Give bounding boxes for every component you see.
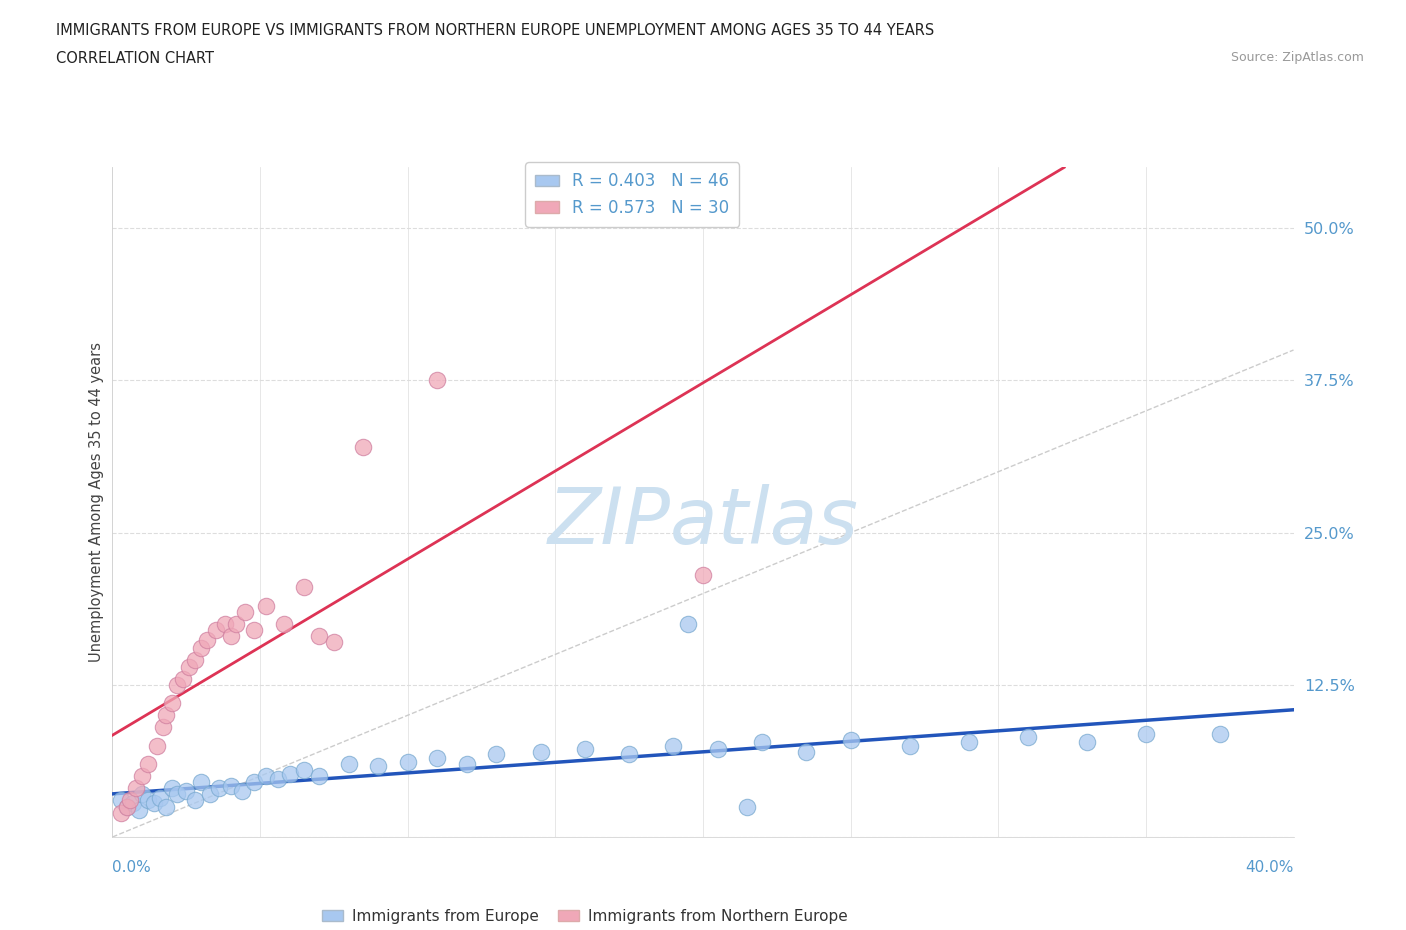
Point — [179, 659, 201, 674]
Point — [1017, 730, 1039, 745]
Point — [190, 775, 212, 790]
Point — [737, 799, 759, 814]
Point — [117, 799, 138, 814]
Point — [308, 629, 330, 644]
Point — [125, 781, 148, 796]
Point — [219, 629, 242, 644]
Point — [278, 766, 301, 781]
Text: Source: ZipAtlas.com: Source: ZipAtlas.com — [1230, 51, 1364, 64]
Point — [198, 787, 221, 802]
Point — [426, 751, 449, 765]
Point — [1076, 735, 1098, 750]
Point — [219, 778, 242, 793]
Point — [233, 604, 256, 619]
Point — [190, 641, 212, 656]
Y-axis label: Unemployment Among Ages 35 to 44 years: Unemployment Among Ages 35 to 44 years — [89, 342, 104, 662]
Point — [273, 617, 295, 631]
Point — [174, 783, 197, 798]
Point — [142, 795, 165, 810]
Point — [166, 677, 188, 692]
Point — [136, 793, 159, 808]
Point — [692, 568, 714, 583]
Point — [205, 622, 228, 637]
Point — [839, 732, 862, 747]
Point — [485, 747, 508, 762]
Point — [574, 742, 596, 757]
Text: ZIPatlas: ZIPatlas — [547, 485, 859, 560]
Point — [456, 756, 478, 771]
Text: CORRELATION CHART: CORRELATION CHART — [56, 51, 214, 66]
Point — [166, 787, 188, 802]
Legend: Immigrants from Europe, Immigrants from Northern Europe: Immigrants from Europe, Immigrants from … — [316, 903, 853, 930]
Point — [751, 735, 773, 750]
Point — [957, 735, 980, 750]
Point — [1208, 726, 1232, 741]
Text: 0.0%: 0.0% — [112, 860, 152, 875]
Point — [1135, 726, 1157, 741]
Point — [208, 781, 231, 796]
Point — [323, 635, 346, 650]
Point — [131, 787, 153, 802]
Point — [160, 696, 183, 711]
Point — [117, 799, 138, 814]
Point — [214, 617, 236, 631]
Point — [292, 580, 315, 595]
Point — [243, 622, 266, 637]
Text: 40.0%: 40.0% — [1246, 860, 1294, 875]
Point — [160, 781, 183, 796]
Point — [678, 617, 700, 631]
Point — [662, 738, 685, 753]
Point — [195, 632, 218, 647]
Point — [292, 763, 315, 777]
Point — [152, 720, 174, 735]
Point — [149, 790, 172, 805]
Point — [155, 799, 177, 814]
Point — [122, 795, 145, 810]
Point — [529, 744, 551, 759]
Point — [146, 738, 169, 753]
Point — [110, 805, 132, 820]
Point — [267, 771, 290, 786]
Point — [225, 617, 247, 631]
Point — [231, 783, 253, 798]
Point — [155, 708, 177, 723]
Point — [172, 671, 194, 686]
Text: IMMIGRANTS FROM EUROPE VS IMMIGRANTS FROM NORTHERN EUROPE UNEMPLOYMENT AMONG AGE: IMMIGRANTS FROM EUROPE VS IMMIGRANTS FRO… — [56, 23, 935, 38]
Point — [898, 738, 921, 753]
Point — [396, 754, 419, 769]
Point — [184, 653, 207, 668]
Point — [254, 598, 277, 613]
Point — [128, 803, 150, 817]
Point — [120, 793, 142, 808]
Point — [706, 742, 728, 757]
Point — [136, 756, 159, 771]
Point — [110, 793, 132, 808]
Point — [184, 793, 207, 808]
Point — [367, 759, 389, 774]
Point — [243, 775, 266, 790]
Point — [796, 744, 818, 759]
Point — [352, 440, 374, 455]
Point — [337, 756, 360, 771]
Point — [254, 769, 277, 784]
Point — [619, 747, 641, 762]
Point — [131, 769, 153, 784]
Point — [426, 373, 449, 388]
Point — [308, 769, 330, 784]
